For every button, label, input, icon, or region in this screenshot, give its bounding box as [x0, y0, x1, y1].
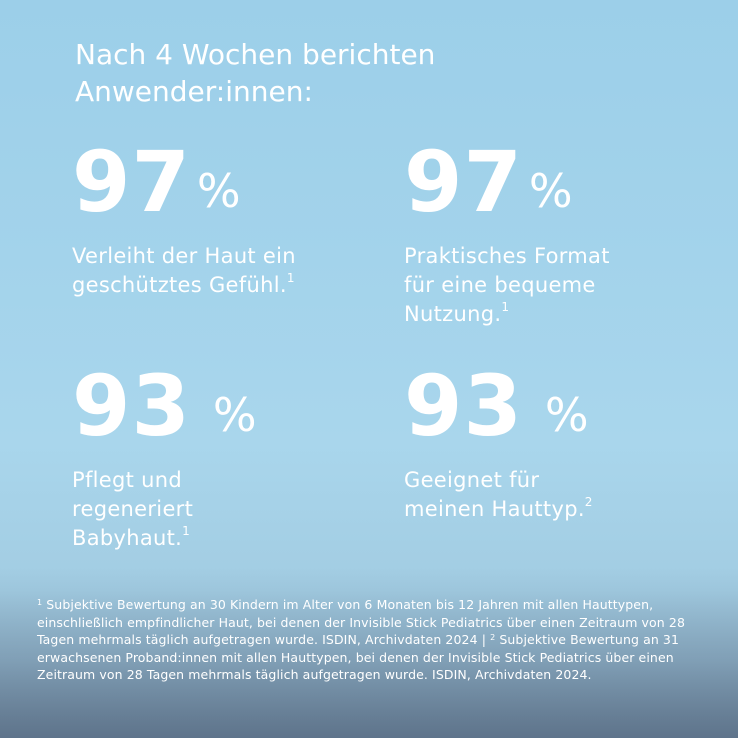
stat-description: Geeignet für meinen Hauttyp.2 — [404, 466, 593, 524]
stat-number: 97 — [72, 133, 191, 231]
stat-block-3: 93% Pflegt und regeneriert Babyhaut.1 — [72, 364, 257, 553]
footnote-marker: 2 — [490, 633, 496, 642]
headline: Nach 4 Wochen berichten Anwender:innen: — [75, 38, 436, 108]
stat-description: Praktisches Format für eine bequeme Nutz… — [404, 242, 610, 329]
stat-description: Verleiht der Haut ein geschütztes Gefühl… — [72, 242, 296, 300]
stat-value: 93% — [404, 364, 593, 448]
percent-sign: % — [528, 164, 573, 218]
footnote-marker: 2 — [584, 495, 593, 509]
footnote-marker: 1 — [286, 271, 295, 285]
desc-line: Babyhaut. — [72, 526, 183, 550]
desc-line: regeneriert — [72, 497, 194, 521]
desc-line: meinen Hauttyp. — [404, 497, 585, 521]
stat-number: 93 — [404, 357, 523, 455]
stat-block-4: 93% Geeignet für meinen Hauttyp.2 — [404, 364, 593, 524]
footnote-text-2: Subjektive Bewertung an 31 erwachsenen P… — [37, 632, 680, 682]
desc-line: geschütztes Gefühl. — [72, 273, 287, 297]
desc-line: Nutzung. — [404, 302, 502, 326]
percent-sign: % — [212, 388, 257, 442]
stat-value: 97% — [72, 140, 296, 224]
stat-number: 97 — [404, 133, 523, 231]
stat-value: 97% — [404, 140, 610, 224]
desc-line: für eine bequeme — [404, 273, 596, 297]
percent-sign: % — [196, 164, 241, 218]
stat-description: Pflegt und regeneriert Babyhaut.1 — [72, 466, 257, 553]
background-shade — [0, 568, 738, 738]
stat-number: 93 — [72, 357, 191, 455]
footnote-marker: 1 — [501, 300, 510, 314]
stat-value: 93% — [72, 364, 257, 448]
stat-block-1: 97% Verleiht der Haut ein geschütztes Ge… — [72, 140, 296, 300]
footnote: 1 Subjektive Bewertung an 30 Kindern im … — [37, 596, 707, 684]
footnote-marker: 1 — [37, 598, 43, 607]
percent-sign: % — [544, 388, 589, 442]
stat-block-2: 97% Praktisches Format für eine bequeme … — [404, 140, 610, 329]
desc-line: Geeignet für — [404, 468, 540, 492]
desc-line: Pflegt und — [72, 468, 182, 492]
desc-line: Praktisches Format — [404, 244, 610, 268]
desc-line: Verleiht der Haut ein — [72, 244, 296, 268]
footnote-text-1: Subjektive Bewertung an 30 Kindern im Al… — [37, 597, 685, 647]
footnote-marker: 1 — [182, 524, 191, 538]
